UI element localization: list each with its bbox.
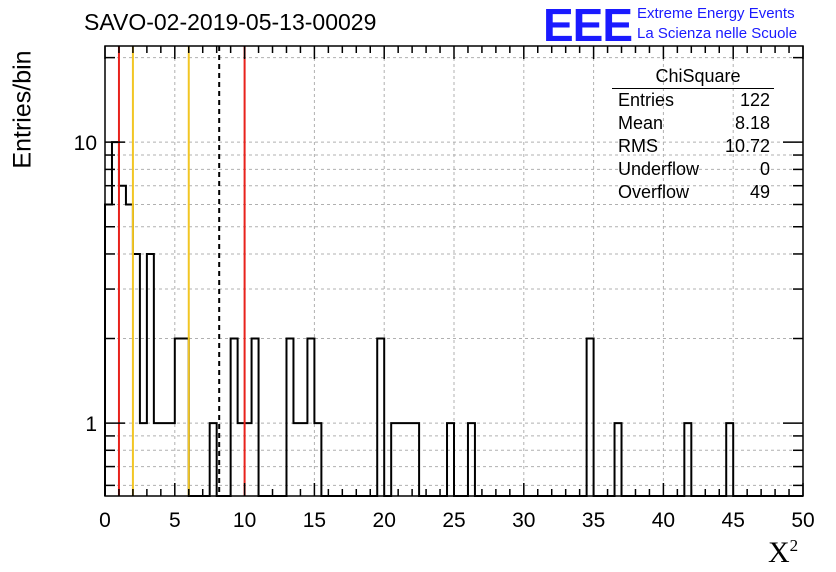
chart-title: SAVO-02-2019-05-13-00029 <box>84 9 377 35</box>
stats-box: ChiSquare Entries 122 Mean 8.18 RMS 10.7… <box>612 66 774 204</box>
stats-row: Entries 122 <box>612 89 774 112</box>
x-axis-label: X2 <box>768 536 799 569</box>
y-tick-label: 10 <box>74 132 97 155</box>
stats-row: Underflow 0 <box>612 158 774 181</box>
axes: 0 5 10 15 20 25 30 35 40 45 50 1 10 <box>74 45 815 532</box>
stats-divider <box>612 88 774 89</box>
marker-lines <box>117 46 246 496</box>
x-tick-label: 35 <box>582 509 605 532</box>
x-tick-label: 45 <box>722 509 745 532</box>
stats-value: 10.72 <box>724 136 770 156</box>
stats-value: 8.18 <box>734 113 770 133</box>
stats-label: Mean <box>618 113 664 133</box>
stats-title: ChiSquare <box>655 66 741 86</box>
logo-line-2: La Scienza nelle Scuole <box>637 25 798 42</box>
x-tick-label: 50 <box>791 509 814 532</box>
stats-row: Overflow 49 <box>612 181 774 204</box>
stats-value: 122 <box>739 90 770 110</box>
y-tick-label: 1 <box>85 413 97 436</box>
x-tick-label: 20 <box>373 509 396 532</box>
stats-label: Entries <box>618 90 675 110</box>
x-tick-label: 5 <box>169 509 181 532</box>
stats-label: RMS <box>618 136 658 156</box>
x-tick-label: 15 <box>303 509 326 532</box>
stats-label: Overflow <box>618 182 690 202</box>
x-tick-label: 0 <box>99 509 111 532</box>
stats-value: 0 <box>759 159 770 179</box>
x-tick-label: 10 <box>233 509 256 532</box>
x-tick-label: 30 <box>512 509 535 532</box>
eee-logo: EEE <box>543 0 633 51</box>
x-tick-label: 25 <box>442 509 465 532</box>
stats-row: Mean 8.18 <box>612 112 774 135</box>
stats-row: RMS 10.72 <box>612 135 774 158</box>
stats-label: Underflow <box>618 159 700 179</box>
x-tick-label: 40 <box>652 509 675 532</box>
y-axis-label: Entries/bin <box>8 50 37 169</box>
logo-line-1: Extreme Energy Events <box>637 5 795 22</box>
stats-value: 49 <box>749 182 770 202</box>
